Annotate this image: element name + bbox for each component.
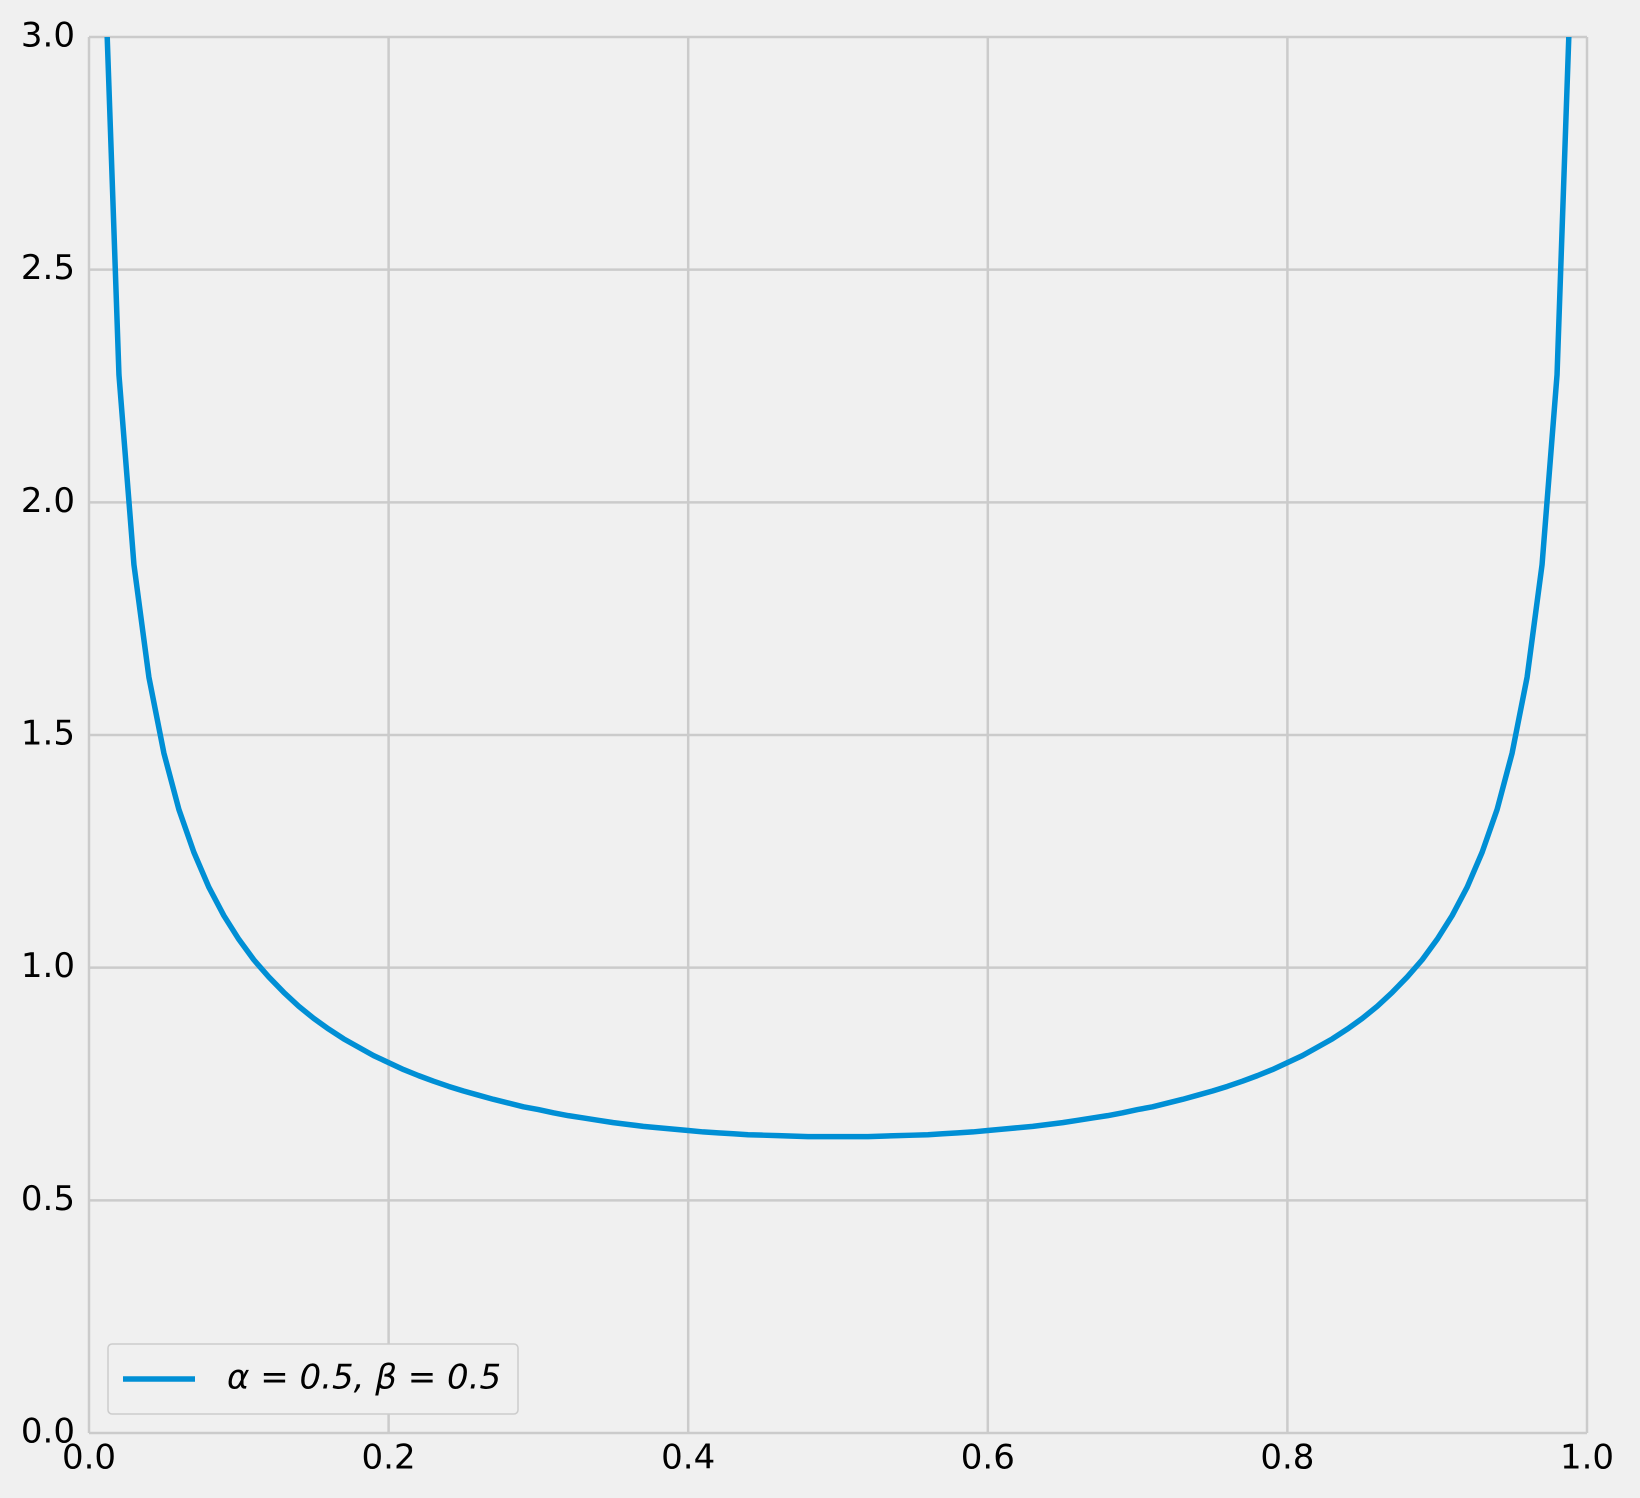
y-tick-label: 2.0 <box>21 481 75 521</box>
x-tick-label: 0.8 <box>1260 1438 1314 1478</box>
x-tick-label: 0.2 <box>362 1438 416 1478</box>
line-series <box>104 37 1572 1140</box>
x-tick-label: 0.6 <box>961 1438 1015 1478</box>
x-tick-label: 0.0 <box>62 1438 116 1478</box>
y-tick-label: 0.0 <box>21 1412 75 1452</box>
legend-box <box>107 1343 519 1415</box>
legend: α = 0.5, β = 0.5 <box>107 1343 519 1415</box>
legend-label: α = 0.5, β = 0.5 <box>227 1358 501 1398</box>
y-tick-label: 3.0 <box>21 16 75 56</box>
x-tick-label: 1.0 <box>1560 1438 1614 1478</box>
y-tick-label: 2.5 <box>21 248 75 288</box>
y-tick-label: 1.5 <box>21 714 75 754</box>
y-tick-label: 0.5 <box>21 1179 75 1219</box>
y-tick-label: 1.0 <box>21 946 75 986</box>
x-tick-label: 0.4 <box>661 1438 715 1478</box>
